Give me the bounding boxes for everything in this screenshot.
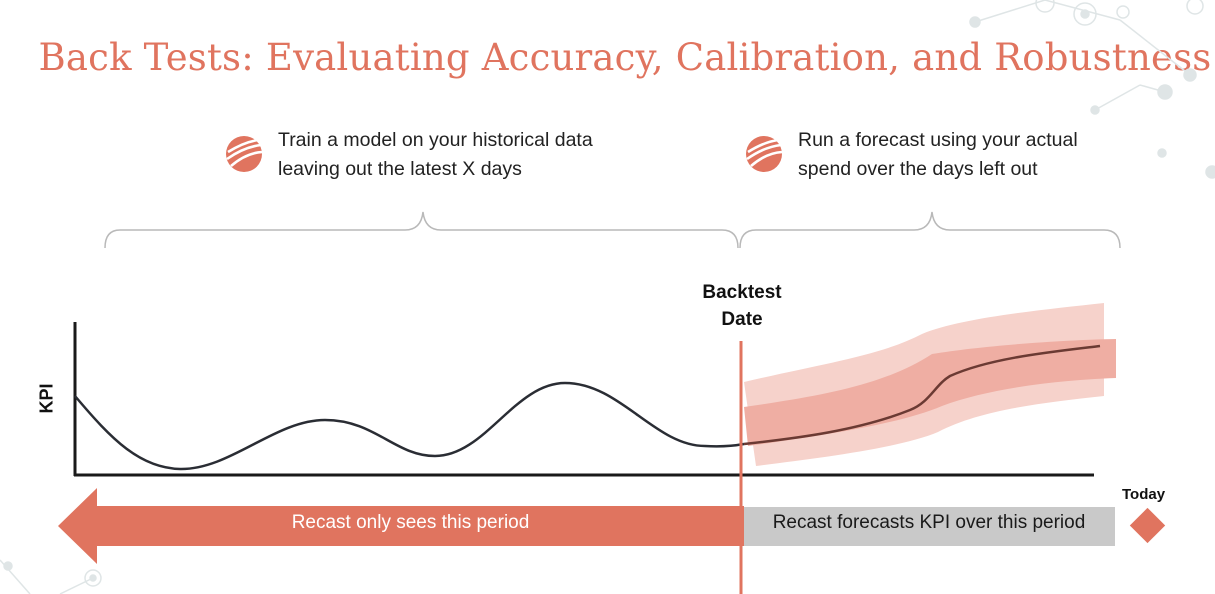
backtest-date-label: Backtest Date [690,279,794,333]
forecast-period-box [744,507,1115,546]
history-period-arrow [58,488,744,564]
brace-forecast-period [739,211,1121,249]
step-train-model-line2: leaving out the latest X days [278,158,522,180]
forecast-band-inner [744,339,1116,446]
network-decoration-top-right [969,0,1215,179]
step-train-model: Train a model on your historical data le… [224,126,593,184]
today-label: Today [1122,486,1166,503]
forecast-kpi-line [743,344,1101,446]
backtest-date-label-line2: Date [721,309,763,330]
sphere-logo-icon [746,136,783,172]
today-marker-diamond [1129,507,1166,544]
step-train-model-line1: Train a model on your historical data [278,129,593,151]
network-decoration-bottom-left [0,559,102,594]
brace-training-period [104,211,739,249]
backtest-date-label-line1: Backtest [702,282,782,303]
step-run-forecast-line1: Run a forecast using your actual [798,129,1078,151]
step-run-forecast: Run a forecast using your actual spend o… [744,126,1078,184]
history-period-label: Recast only sees this period [291,512,530,533]
page-title: Back Tests: Evaluating Accuracy, Calibra… [38,36,1212,79]
step-run-forecast-line2: spend over the days left out [798,158,1038,180]
y-axis-label: KPI [36,383,57,414]
sphere-logo-icon [226,136,263,172]
historical-kpi-line [74,381,745,471]
forecast-period-label: Recast forecasts KPI over this period [772,512,1086,533]
